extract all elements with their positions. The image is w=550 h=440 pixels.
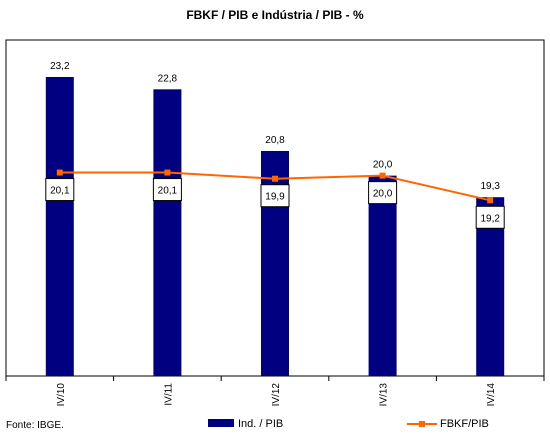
line-label-IV/11: 20,1: [158, 186, 178, 197]
line-marker-IV/14: [487, 197, 494, 204]
line-marker-IV/11: [164, 169, 171, 176]
bar-label-IV/11: 22,8: [158, 73, 178, 84]
legend-label-fbkf-pib: FBKF/PIB: [440, 418, 489, 430]
line-label-box-IV/10: [45, 178, 75, 202]
line-label-box-IV/13: [368, 181, 398, 205]
line-label-IV/14: 19,2: [480, 213, 500, 224]
legend-swatch-ind-pib: [208, 419, 234, 427]
x-tick-label-IV/13: IV/13: [379, 383, 390, 407]
line-label-box-IV/11: [152, 178, 182, 202]
x-tick-label-IV/12: IV/12: [271, 383, 282, 407]
legend-label-ind-pib: Ind. / PIB: [238, 418, 283, 430]
line-marker-IV/10: [56, 169, 63, 176]
bar-label-IV/13: 20,0: [373, 160, 393, 171]
line-label-IV/12: 19,9: [265, 192, 285, 203]
legend-marker-fbkf-pib: [419, 421, 425, 427]
x-tick-label-IV/14: IV/14: [486, 383, 497, 407]
line-label-IV/10: 20,1: [50, 186, 70, 197]
line-marker-IV/13: [379, 172, 386, 179]
x-tick-label-IV/11: IV/11: [163, 383, 174, 406]
source-note: Fonte: IBGE.: [6, 420, 64, 431]
line-marker-IV/12: [272, 175, 278, 182]
bar-IV/11: [153, 89, 182, 376]
bar-IV/10: [45, 76, 74, 377]
chart-title: FBKF / PIB e Indústria / PIB - %: [186, 8, 364, 22]
bar-label-IV/14: 19,3: [480, 181, 500, 192]
bar-IV/13: [368, 175, 397, 376]
line-label-box-IV/12: [260, 184, 290, 208]
line-label-IV/13: 20,0: [373, 189, 393, 200]
line-label-box-IV/14: [475, 205, 505, 229]
bar-label-IV/12: 20,8: [265, 135, 285, 146]
x-tick-label-IV/10: IV/10: [56, 383, 67, 407]
bar-label-IV/10: 23,2: [50, 61, 70, 72]
